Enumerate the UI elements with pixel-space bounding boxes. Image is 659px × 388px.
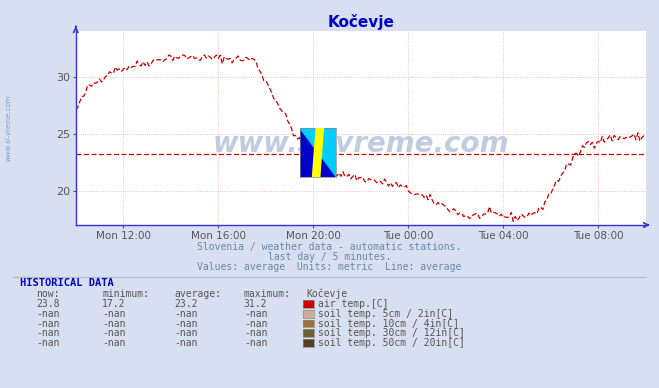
- Text: air temp.[C]: air temp.[C]: [318, 299, 388, 309]
- Text: Kočevje: Kočevje: [306, 288, 347, 299]
- Text: -nan: -nan: [102, 319, 126, 329]
- Text: www.si-vreme.com: www.si-vreme.com: [213, 130, 509, 158]
- Text: -nan: -nan: [36, 328, 60, 338]
- Polygon shape: [300, 128, 336, 177]
- Text: 23.2: 23.2: [175, 299, 198, 309]
- Text: maximum:: maximum:: [244, 289, 291, 299]
- Polygon shape: [312, 128, 324, 177]
- Text: 17.2: 17.2: [102, 299, 126, 309]
- Text: -nan: -nan: [175, 328, 198, 338]
- Text: soil temp. 30cm / 12in[C]: soil temp. 30cm / 12in[C]: [318, 328, 465, 338]
- Text: -nan: -nan: [102, 309, 126, 319]
- Text: -nan: -nan: [102, 338, 126, 348]
- Text: -nan: -nan: [102, 328, 126, 338]
- Text: -nan: -nan: [175, 309, 198, 319]
- Text: Slovenia / weather data - automatic stations.: Slovenia / weather data - automatic stat…: [197, 242, 462, 252]
- Text: HISTORICAL DATA: HISTORICAL DATA: [20, 278, 113, 288]
- Text: now:: now:: [36, 289, 60, 299]
- Text: www.si-vreme.com: www.si-vreme.com: [5, 95, 11, 161]
- Text: -nan: -nan: [244, 309, 268, 319]
- Text: -nan: -nan: [244, 338, 268, 348]
- Text: soil temp. 5cm / 2in[C]: soil temp. 5cm / 2in[C]: [318, 309, 453, 319]
- Text: -nan: -nan: [244, 319, 268, 329]
- Title: Kočevje: Kočevje: [328, 14, 394, 30]
- Text: last day / 5 minutes.: last day / 5 minutes.: [268, 252, 391, 262]
- Text: soil temp. 50cm / 20in[C]: soil temp. 50cm / 20in[C]: [318, 338, 465, 348]
- Text: -nan: -nan: [244, 328, 268, 338]
- Text: 31.2: 31.2: [244, 299, 268, 309]
- Text: -nan: -nan: [175, 338, 198, 348]
- Text: minimum:: minimum:: [102, 289, 149, 299]
- Polygon shape: [300, 128, 336, 177]
- Text: -nan: -nan: [175, 319, 198, 329]
- Text: -nan: -nan: [36, 319, 60, 329]
- Text: 23.8: 23.8: [36, 299, 60, 309]
- Text: soil temp. 10cm / 4in[C]: soil temp. 10cm / 4in[C]: [318, 319, 459, 329]
- Text: -nan: -nan: [36, 338, 60, 348]
- Text: -nan: -nan: [36, 309, 60, 319]
- Text: Values: average  Units: metric  Line: average: Values: average Units: metric Line: aver…: [197, 262, 462, 272]
- Text: average:: average:: [175, 289, 221, 299]
